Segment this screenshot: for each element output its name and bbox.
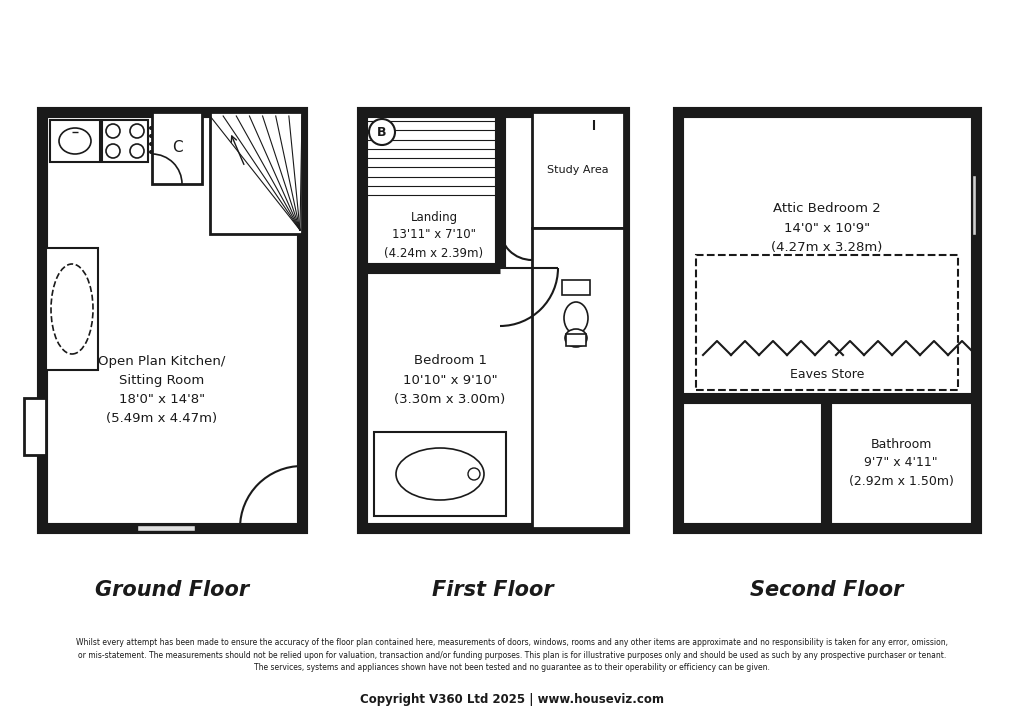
Bar — [374, 432, 506, 516]
Bar — [210, 112, 302, 234]
Text: Bedroom 1
10'10" x 9'10"
(3.30m x 3.00m): Bedroom 1 10'10" x 9'10" (3.30m x 3.00m) — [394, 354, 506, 406]
Bar — [532, 112, 624, 228]
Bar — [566, 334, 586, 346]
Bar — [24, 398, 46, 455]
Bar — [362, 112, 624, 528]
Ellipse shape — [564, 302, 588, 334]
Text: First Floor: First Floor — [432, 580, 554, 600]
Circle shape — [468, 468, 480, 480]
Text: Open Plan Kitchen/
Sitting Room
18'0" x 14'8"
(5.49m x 4.47m): Open Plan Kitchen/ Sitting Room 18'0" x … — [98, 355, 225, 425]
Bar — [46, 248, 98, 370]
Circle shape — [369, 119, 395, 145]
Circle shape — [150, 134, 153, 138]
Text: Attic Bedroom 2
14'0" x 10'9"
(4.27m x 3.28m): Attic Bedroom 2 14'0" x 10'9" (4.27m x 3… — [771, 202, 883, 254]
Ellipse shape — [396, 448, 484, 500]
Circle shape — [150, 126, 153, 130]
Text: Copyright V360 Ltd 2025 | www.houseviz.com: Copyright V360 Ltd 2025 | www.houseviz.c… — [360, 693, 664, 706]
Text: Landing
13'11" x 7'10"
(4.24m x 2.39m): Landing 13'11" x 7'10" (4.24m x 2.39m) — [384, 210, 483, 260]
Text: C: C — [172, 140, 182, 155]
Text: Ground Floor: Ground Floor — [95, 580, 249, 600]
Circle shape — [150, 142, 153, 146]
Text: Second Floor: Second Floor — [751, 580, 904, 600]
Bar — [972, 175, 976, 235]
Circle shape — [130, 124, 144, 138]
Text: B: B — [377, 126, 387, 139]
Ellipse shape — [565, 329, 587, 347]
Circle shape — [106, 124, 120, 138]
Bar — [562, 280, 590, 295]
Ellipse shape — [51, 264, 93, 354]
Bar — [50, 120, 100, 162]
Text: Eaves Store: Eaves Store — [790, 369, 864, 382]
Bar — [532, 228, 624, 528]
Bar — [678, 112, 976, 528]
Circle shape — [106, 144, 120, 158]
Ellipse shape — [59, 128, 91, 154]
Text: Whilst every attempt has been made to ensure the accuracy of the floor plan cont: Whilst every attempt has been made to en… — [76, 638, 948, 672]
Bar — [152, 112, 202, 184]
Bar — [42, 112, 302, 528]
Text: Bathroom
9'7" x 4'11"
(2.92m x 1.50m): Bathroom 9'7" x 4'11" (2.92m x 1.50m) — [849, 439, 953, 487]
Bar — [696, 255, 958, 390]
Circle shape — [130, 144, 144, 158]
Bar — [137, 525, 195, 531]
Text: Study Area: Study Area — [547, 165, 609, 175]
Bar — [102, 120, 148, 162]
Circle shape — [150, 150, 153, 154]
